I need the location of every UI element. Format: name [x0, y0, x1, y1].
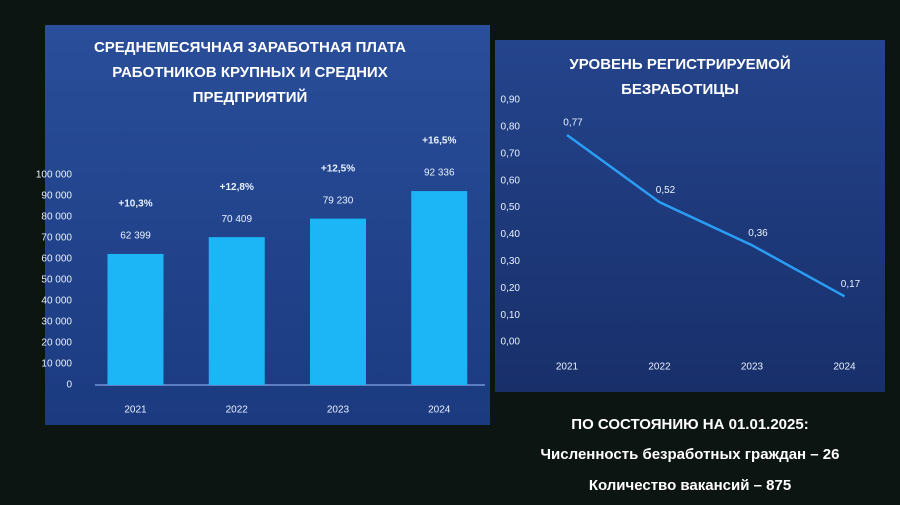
- bar: [107, 253, 164, 385]
- value-label: 92 336: [424, 168, 455, 179]
- y-tick-label: 10 000: [41, 359, 72, 370]
- footer-line: Количество вакансий – 875: [589, 477, 791, 494]
- y-tick-label: 60 000: [41, 254, 72, 265]
- chart-title: ПРЕДПРИЯТИЙ: [193, 88, 308, 106]
- x-tick-label: 2021: [556, 362, 579, 373]
- y-tick-label: 70 000: [41, 233, 72, 244]
- value-label: 70 409: [221, 214, 252, 225]
- y-tick-label: 0: [66, 380, 72, 391]
- y-tick-label: 0,10: [501, 310, 521, 321]
- value-label: 0,52: [656, 185, 676, 196]
- value-label: 0,17: [841, 279, 861, 290]
- chart-title: УРОВЕНЬ РЕГИСТРИРУЕМОЙ: [569, 55, 790, 73]
- x-tick-label: 2023: [741, 362, 764, 373]
- bar: [208, 237, 265, 385]
- line: [566, 133, 846, 298]
- x-tick-label: 2021: [124, 405, 147, 416]
- chart-title: БЕЗРАБОТИЦЫ: [621, 81, 739, 98]
- growth-label: +12,8%: [220, 182, 254, 193]
- value-label: 0,77: [563, 118, 583, 129]
- x-tick-label: 2024: [833, 362, 856, 373]
- bar: [411, 191, 468, 385]
- y-tick-label: 100 000: [36, 170, 73, 181]
- y-tick-label: 0,20: [501, 283, 521, 294]
- growth-label: +10,3%: [118, 199, 152, 210]
- value-label: 62 399: [120, 231, 151, 242]
- x-tick-label: 2024: [428, 405, 451, 416]
- x-tick-label: 2022: [648, 362, 671, 373]
- y-tick-label: 0,80: [501, 122, 521, 133]
- y-tick-label: 40 000: [41, 296, 72, 307]
- y-tick-label: 0,60: [501, 175, 521, 186]
- value-label: 79 230: [323, 195, 354, 206]
- footer-line: Численность безработных граждан – 26: [541, 446, 840, 463]
- y-tick-label: 30 000: [41, 317, 72, 328]
- y-tick-label: 0,50: [501, 202, 521, 213]
- y-tick-label: 0,00: [501, 337, 521, 348]
- y-tick-label: 80 000: [41, 212, 72, 223]
- bar: [310, 218, 366, 385]
- chart-title: СРЕДНЕМЕСЯЧНАЯ ЗАРАБОТНАЯ ПЛАТА: [94, 39, 406, 56]
- value-label: 0,36: [748, 228, 768, 239]
- chart-title: РАБОТНИКОВ КРУПНЫХ И СРЕДНИХ: [112, 64, 387, 81]
- growth-label: +12,5%: [321, 163, 355, 174]
- y-tick-label: 0,70: [501, 148, 521, 159]
- growth-label: +16,5%: [422, 136, 456, 147]
- y-tick-label: 50 000: [41, 275, 72, 286]
- y-tick-label: 0,30: [501, 256, 521, 267]
- y-tick-label: 0,90: [501, 95, 521, 106]
- x-tick-label: 2022: [226, 405, 249, 416]
- footer-heading: ПО СОСТОЯНИЮ НА 01.01.2025:: [571, 416, 808, 433]
- y-tick-label: 90 000: [41, 191, 72, 202]
- y-tick-label: 20 000: [41, 338, 72, 349]
- x-tick-label: 2023: [327, 405, 350, 416]
- y-tick-label: 0,40: [501, 229, 521, 240]
